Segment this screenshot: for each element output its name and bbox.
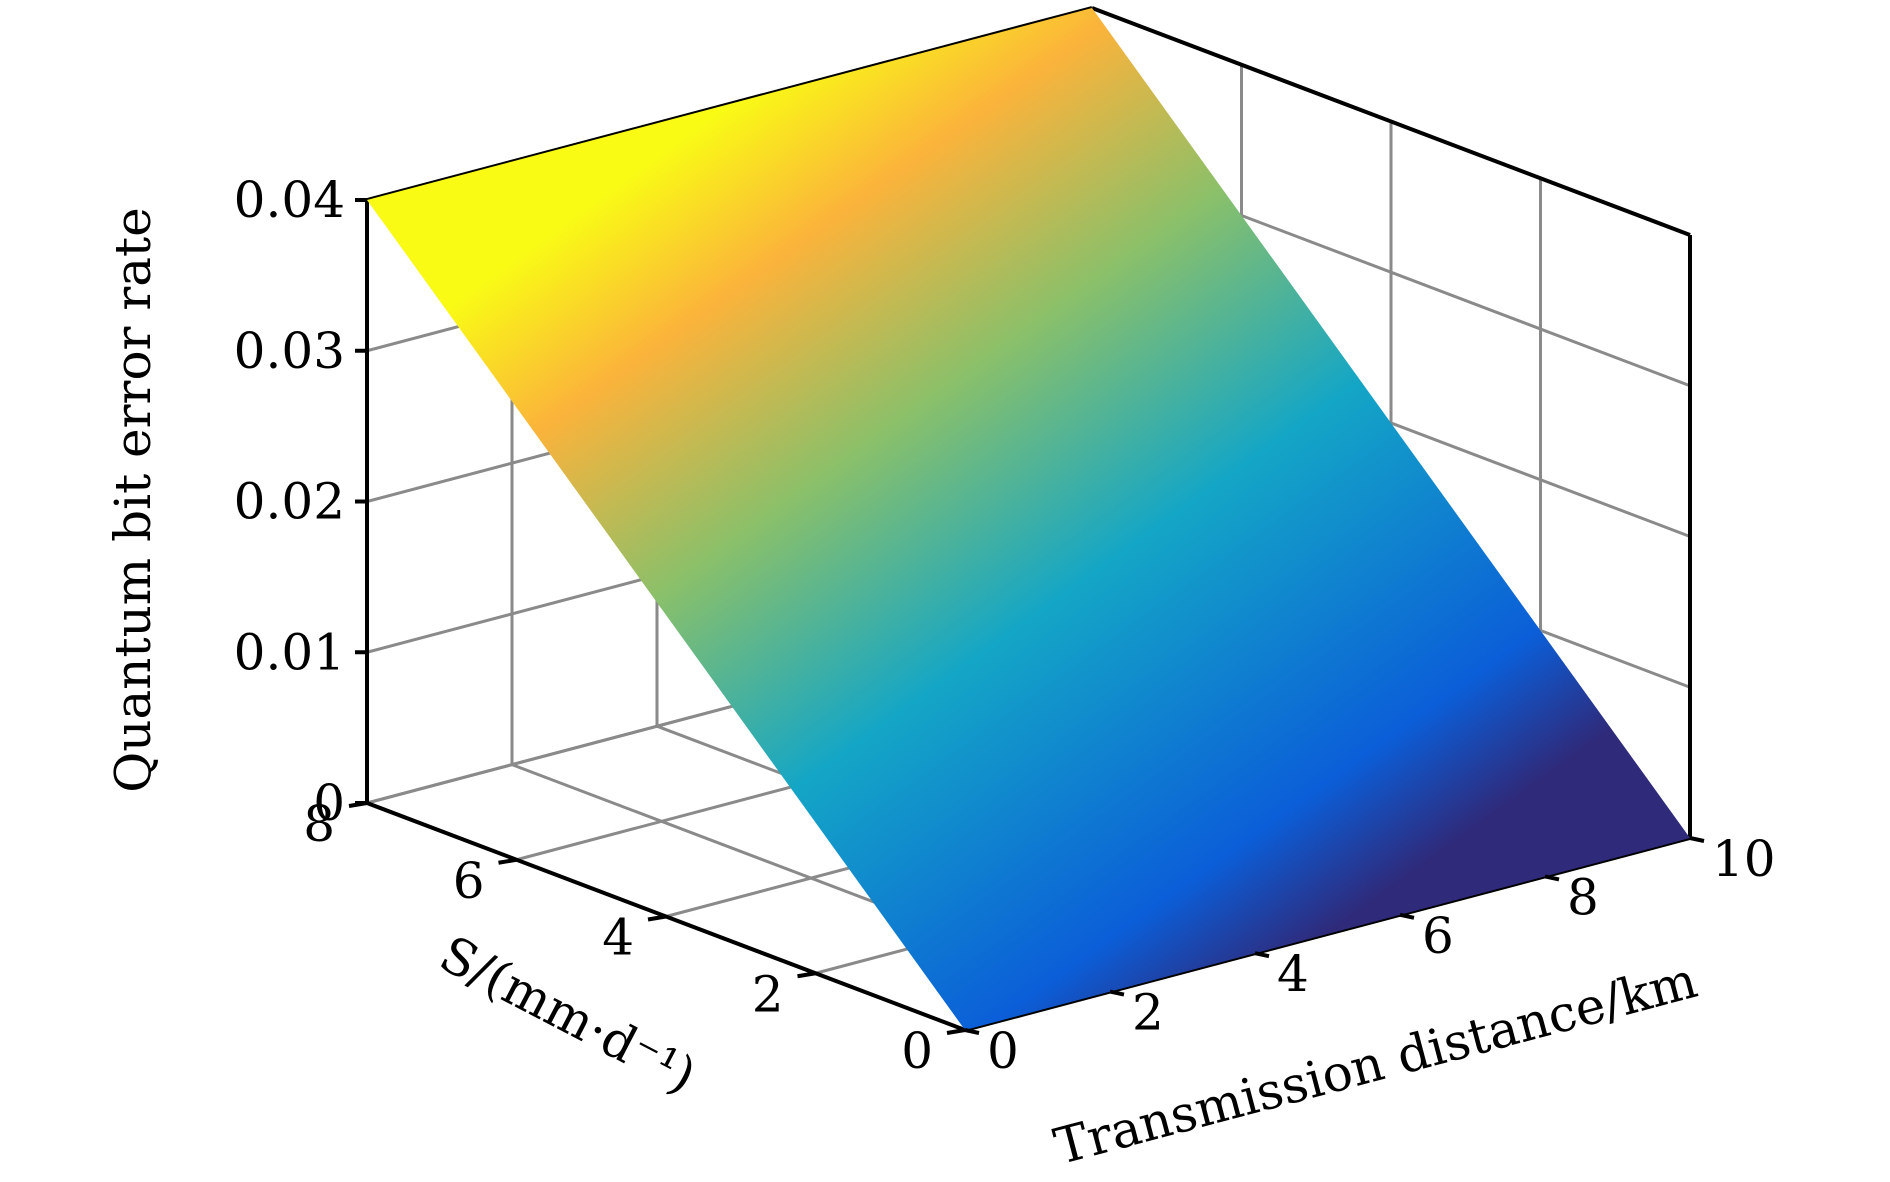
x-tick-label: 2 xyxy=(1132,984,1164,1042)
y-tick-label: 2 xyxy=(752,965,784,1023)
x-tick-mark xyxy=(1399,912,1415,920)
x-tick-label: 4 xyxy=(1277,945,1309,1003)
y-tick-mark xyxy=(647,914,667,922)
z-tick-label: 0.03 xyxy=(234,322,345,380)
x-tick-mark xyxy=(1254,951,1270,959)
z-tick-label: 0.01 xyxy=(234,623,345,681)
x-tick-mark xyxy=(1689,836,1705,843)
z-tick-label: 0.04 xyxy=(234,171,345,229)
qber-surface xyxy=(367,8,1690,1030)
box-edge-top-side xyxy=(1091,6,1691,237)
x-tick-label: 0 xyxy=(987,1022,1019,1080)
y-tick-mark xyxy=(946,1028,966,1035)
z-tick-label: 0 xyxy=(313,774,345,832)
y-tick-label: 6 xyxy=(453,852,485,910)
y-tick-label: 8 xyxy=(303,795,335,853)
y-tick-label: 0 xyxy=(901,1022,933,1080)
y-tick-mark xyxy=(348,801,368,808)
y-axis-title: S/(mm·d⁻¹) xyxy=(431,925,706,1105)
z-axis-title: Quantum bit error rate xyxy=(104,207,162,792)
x-tick-label: 8 xyxy=(1567,868,1599,926)
x-tick-mark xyxy=(964,1028,980,1035)
y-tick-mark xyxy=(797,971,816,979)
x-tick-label: 6 xyxy=(1422,907,1454,965)
x-tick-label: 10 xyxy=(1712,830,1776,888)
y-tick-mark xyxy=(498,857,517,865)
surface-layer xyxy=(367,8,1690,1030)
x-tick-mark xyxy=(1109,989,1125,997)
x-tick-mark xyxy=(1544,874,1560,882)
z-tick-label: 0.02 xyxy=(234,473,345,531)
y-tick-label: 4 xyxy=(602,909,634,967)
